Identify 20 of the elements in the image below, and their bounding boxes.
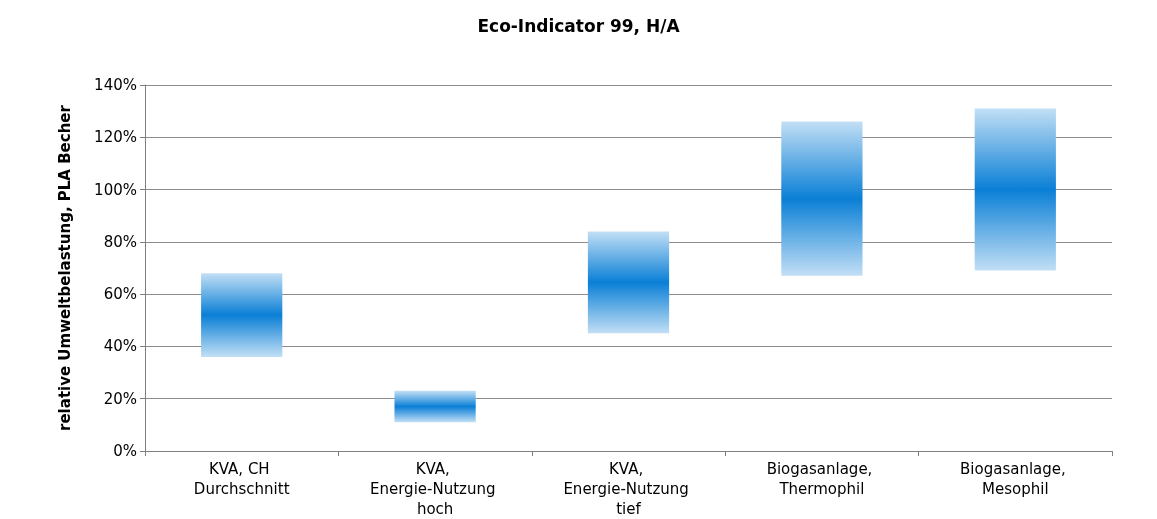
y-tick-label: 60% [103, 285, 137, 304]
bar [781, 121, 863, 276]
x-tick-label: KVA, Energie-Nutzung hoch [369, 460, 501, 518]
x-tick-label: KVA, CH Durchschnitt [193, 460, 290, 498]
x-tick-label: Biogasanlage, Thermophil [766, 460, 878, 498]
bar [394, 390, 476, 423]
bar [974, 108, 1056, 271]
y-tick-label: 100% [94, 180, 137, 199]
bar [587, 231, 670, 334]
y-tick-label: 0% [113, 442, 137, 460]
y-tick-label: 20% [103, 389, 137, 408]
y-tick-label: 140% [94, 76, 137, 94]
y-tick-label: 80% [103, 232, 137, 251]
chart-title: Eco-Indicator 99, H/A [477, 15, 681, 36]
y-tick-label: 40% [103, 337, 137, 356]
bar [201, 273, 283, 357]
x-tick-label: KVA, Energie-Nutzung tief [563, 460, 694, 518]
y-axis-title: relative Umweltbelastung, PLA Becher [56, 104, 74, 431]
x-tick-label: Biogasanlage, Mesophil [960, 460, 1071, 498]
y-tick-label: 120% [94, 128, 137, 147]
